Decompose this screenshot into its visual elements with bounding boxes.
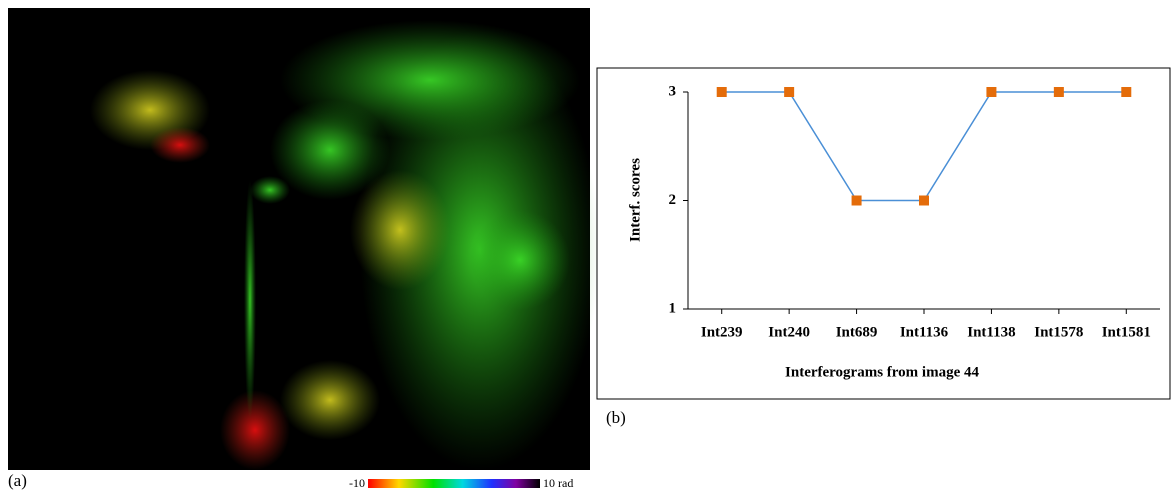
y-tick-label: 1 [669, 300, 677, 316]
y-tick-label: 3 [669, 83, 677, 99]
x-tick-label: Int689 [836, 324, 878, 340]
marker [784, 87, 794, 97]
marker [1121, 87, 1131, 97]
y-axis-title: Interf. scores [627, 158, 643, 242]
panel-label: (b) [606, 408, 626, 427]
marker [986, 87, 996, 97]
x-tick-label: Int1136 [900, 324, 949, 340]
colorbar-max: 10 rad [543, 476, 573, 490]
x-tick-label: Int239 [701, 324, 743, 340]
marker [919, 196, 929, 206]
map-image [8, 8, 600, 470]
chart-frame [597, 68, 1170, 399]
y-tick-label: 2 [669, 192, 677, 208]
x-tick-label: Int240 [768, 324, 810, 340]
marker [717, 87, 727, 97]
x-axis-title: Interferograms from image 44 [785, 364, 979, 380]
x-tick-label: Int1138 [967, 324, 1015, 340]
panel-label: (a) [8, 471, 27, 490]
marker [852, 196, 862, 206]
marker [1054, 87, 1064, 97]
colorbar-min: -10 [349, 476, 365, 490]
x-tick-label: Int1581 [1102, 324, 1151, 340]
colorbar [368, 479, 540, 488]
x-tick-label: Int1578 [1034, 324, 1083, 340]
figure: (a) -10 10 rad (b) Interferograms from i… [0, 0, 1173, 494]
